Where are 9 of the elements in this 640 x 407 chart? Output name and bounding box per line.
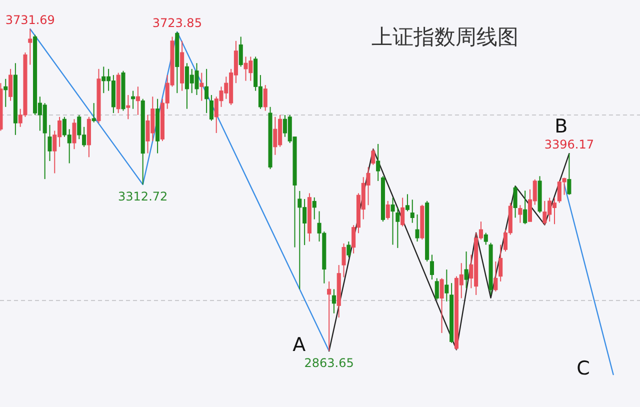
text: C [576, 358, 590, 380]
annotation: 3731.69 [5, 13, 55, 27]
annotation: 3723.85 [152, 16, 202, 30]
annotation: 3312.72 [118, 190, 168, 204]
annotation: 3396.17 [544, 138, 594, 152]
annotation: B [554, 116, 568, 138]
title: 上证指数周线图 [372, 25, 518, 49]
annotation: 2863.65 [304, 356, 354, 370]
annotation: A [292, 334, 306, 356]
